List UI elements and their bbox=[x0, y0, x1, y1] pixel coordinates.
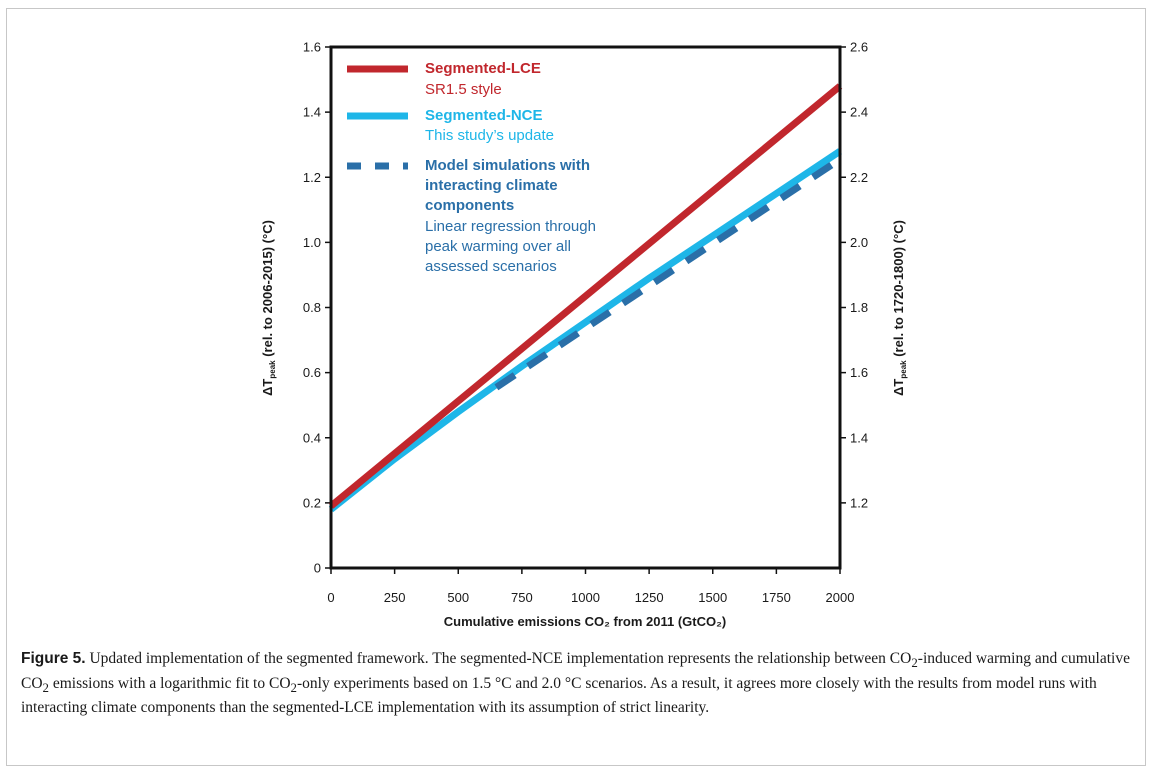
y-axis-title-prefix: ΔT bbox=[260, 379, 275, 396]
x-axis-title-text: Cumulative emissions CO₂ from 2011 (GtCO… bbox=[444, 614, 726, 629]
y-tick-label: 0.2 bbox=[303, 495, 321, 510]
legend-title-lce: Segmented-LCE bbox=[425, 60, 541, 77]
caption-text-1: Updated implementation of the segmented … bbox=[85, 650, 912, 667]
x-tick-label: 2000 bbox=[826, 590, 855, 605]
y-axis-title: ΔTpeak (rel. to 2006-2015) (°C) bbox=[260, 220, 277, 396]
x-tick-label: 250 bbox=[384, 590, 406, 605]
legend-sub-model-1: Linear regression through bbox=[425, 218, 596, 235]
x-tick-label: 0 bbox=[327, 590, 334, 605]
legend-sub-model-3: assessed scenarios bbox=[425, 258, 557, 275]
legend-title-model-3: components bbox=[425, 197, 514, 214]
x-axis-title: Cumulative emissions CO₂ from 2011 (GtCO… bbox=[444, 614, 726, 629]
y-axis-title-sub: peak bbox=[268, 360, 277, 379]
y2-axis-title-sub: peak bbox=[899, 360, 908, 379]
series-line-model bbox=[494, 156, 842, 391]
y-tick-label: 1.2 bbox=[303, 170, 321, 185]
y2-tick-label: 1.8 bbox=[850, 300, 868, 315]
caption-text-2: -induced warming and cumulative CO bbox=[21, 650, 1130, 692]
series-line-lce bbox=[328, 83, 843, 509]
y2-tick-label: 1.2 bbox=[850, 495, 868, 510]
y2-axis-title: ΔTpeak (rel. to 1720-1800) (°C) bbox=[891, 220, 908, 396]
y-axis-title-suffix: (rel. to 2006-2015) (°C) bbox=[260, 220, 275, 360]
legend: Segmented-LCE SR1.5 style Segmented-NCE … bbox=[347, 60, 596, 275]
y-tick-label: 1.6 bbox=[303, 40, 321, 55]
y-tick-label: 0.8 bbox=[303, 300, 321, 315]
y2-axis-ticks: 1.2 1.4 1.6 1.8 2.0 2.2 2.4 2.6 bbox=[840, 40, 868, 510]
x-tick-label: 1750 bbox=[762, 590, 791, 605]
y2-tick-label: 2.0 bbox=[850, 235, 868, 250]
x-tick-label: 1250 bbox=[635, 590, 664, 605]
legend-title-model-2: interacting climate bbox=[425, 177, 558, 194]
y-tick-label: 1.0 bbox=[303, 235, 321, 250]
caption-sub-2: 2 bbox=[42, 679, 49, 695]
caption-label: Figure 5. bbox=[21, 650, 86, 667]
x-tick-label: 1500 bbox=[698, 590, 727, 605]
y-axis-ticks: 0 0.2 0.4 0.6 0.8 1.0 1.2 1.4 1.6 bbox=[303, 40, 331, 576]
y-tick-label: 0.6 bbox=[303, 365, 321, 380]
y2-tick-label: 1.6 bbox=[850, 365, 868, 380]
series-lines bbox=[328, 83, 843, 513]
y2-tick-label: 2.6 bbox=[850, 40, 868, 55]
caption-sub-3: 2 bbox=[290, 679, 297, 695]
legend-sub-model-2: peak warming over all bbox=[425, 238, 571, 255]
legend-title-model-1: Model simulations with bbox=[425, 157, 590, 174]
y2-tick-label: 2.4 bbox=[850, 105, 868, 120]
y2-tick-label: 2.2 bbox=[850, 170, 868, 185]
figure-frame bbox=[6, 8, 1146, 766]
y-tick-label: 0.4 bbox=[303, 430, 321, 445]
y-tick-label: 0 bbox=[314, 561, 321, 576]
y-tick-label: 1.4 bbox=[303, 105, 321, 120]
legend-sub-nce: This study’s update bbox=[425, 127, 554, 144]
y2-tick-label: 1.4 bbox=[850, 430, 868, 445]
chart: 0 250 500 750 1000 1250 1500 1750 2000 0 0.2 0.4 0.… bbox=[260, 40, 908, 630]
series-line-nce bbox=[328, 148, 842, 513]
x-axis-ticks: 0 250 500 750 1000 1250 1500 1750 2000 bbox=[327, 568, 854, 605]
legend-sub-lce: SR1.5 style bbox=[425, 81, 502, 98]
caption-sub-1: 2 bbox=[911, 655, 918, 671]
y2-axis-title-prefix: ΔT bbox=[891, 379, 906, 396]
x-tick-label: 500 bbox=[447, 590, 469, 605]
x-tick-label: 750 bbox=[511, 590, 533, 605]
legend-title-nce: Segmented-NCE bbox=[425, 107, 543, 124]
plot-area bbox=[329, 45, 842, 570]
caption-text-3: emissions with a logarithmic fit to CO bbox=[49, 674, 291, 692]
x-tick-label: 1000 bbox=[571, 590, 600, 605]
caption-text-4: -only experiments based on 1.5 °C and 2.… bbox=[21, 674, 1097, 717]
y2-axis-title-suffix: (rel. to 1720-1800) (°C) bbox=[891, 220, 906, 360]
figure-caption: Figure 5. Updated implementation of the … bbox=[21, 649, 1131, 719]
